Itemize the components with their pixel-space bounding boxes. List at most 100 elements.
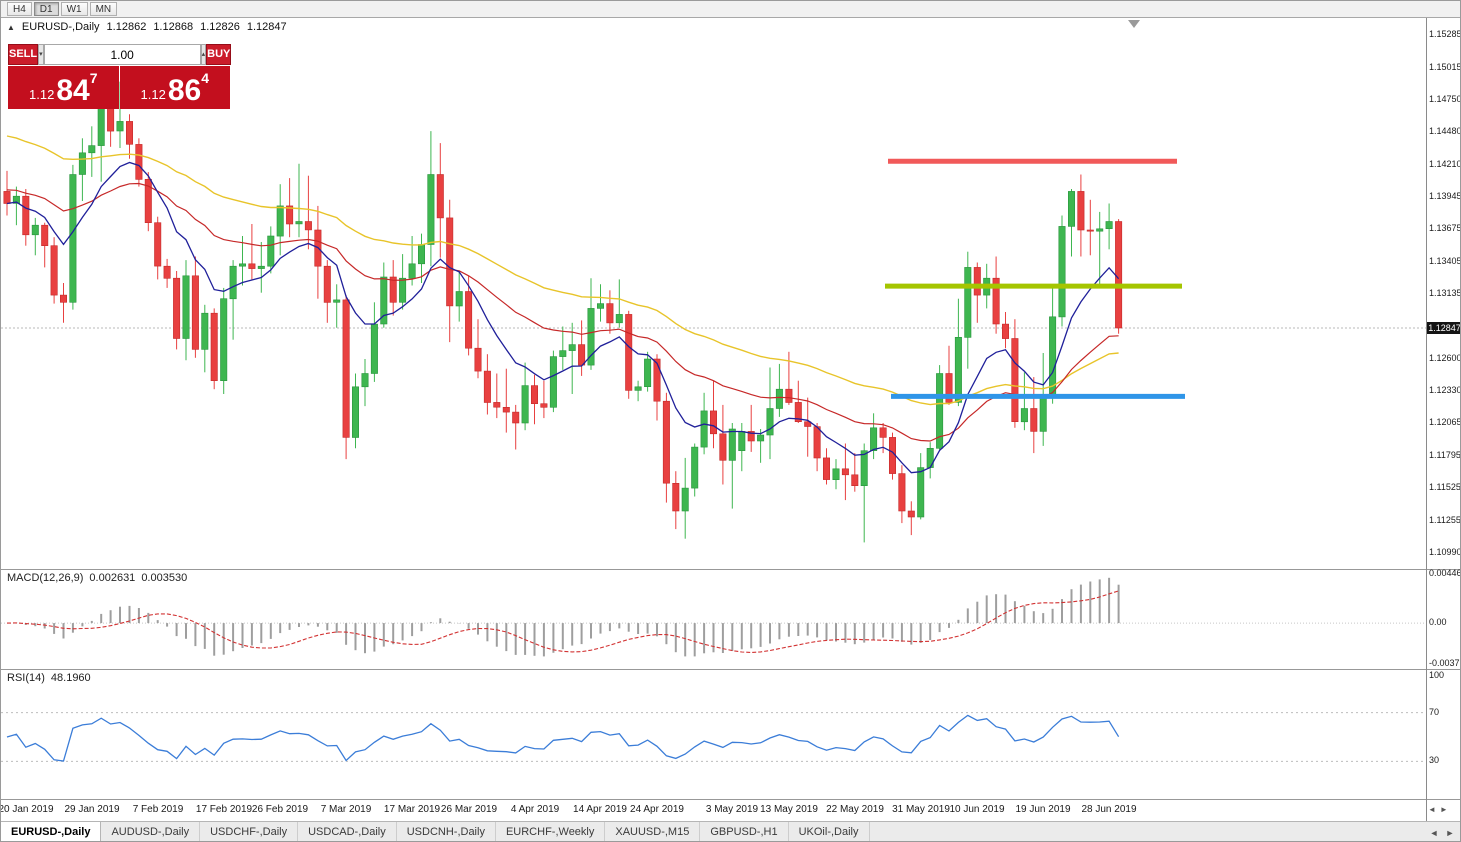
date-axis-label: 7 Feb 2019 xyxy=(132,804,184,815)
candle-body xyxy=(596,303,604,309)
candle-body xyxy=(436,174,444,219)
buy-button[interactable]: BUY xyxy=(206,44,232,65)
volume-input[interactable] xyxy=(43,44,201,65)
candle-body xyxy=(851,474,859,486)
candle-body xyxy=(907,510,915,518)
one-click-trading-panel: SELL ▾ ▴ BUY 1.12 84 7 1.12 86 4 xyxy=(8,44,232,109)
ma-medium-line xyxy=(6,182,1119,442)
candle-body xyxy=(1105,221,1113,229)
candle-body xyxy=(738,431,746,451)
candle-body xyxy=(1115,221,1123,329)
candle-body xyxy=(521,385,529,424)
macd-name: MACD(12,26,9) xyxy=(7,572,84,584)
candle-body xyxy=(1058,226,1066,318)
candle-body xyxy=(191,275,199,350)
price-axis-label: 1.11795 xyxy=(1429,450,1461,460)
sell-price-display[interactable]: 1.12 84 7 xyxy=(8,66,119,109)
price-axis-label: 1.13945 xyxy=(1429,191,1461,201)
macd-signal-line xyxy=(6,590,1119,654)
candle-body xyxy=(568,344,576,351)
tab-scroll-right-icon[interactable]: ► xyxy=(1445,827,1455,838)
candle-body xyxy=(239,263,247,267)
scroll-left-icon[interactable]: ◄ xyxy=(1428,805,1436,814)
date-axis[interactable]: 20 Jan 2019 29 Jan 2019 7 Feb 2019 17 Feb 2… xyxy=(1,799,1460,821)
candle-body xyxy=(549,356,557,408)
candle-body xyxy=(775,388,783,409)
timeframe-button-d1[interactable]: D1 xyxy=(33,2,59,16)
candle-body xyxy=(785,388,793,403)
candle-body xyxy=(408,263,416,279)
candle-body xyxy=(964,267,972,338)
chart-tab-usdcad-daily[interactable]: USDCAD-,Daily xyxy=(298,822,397,841)
price-axis-label: 1.11525 xyxy=(1429,482,1461,492)
date-axis-label: 7 Mar 2019 xyxy=(320,804,372,815)
current-price-badge: 1.12847 xyxy=(1427,322,1461,334)
candle-body xyxy=(304,221,312,231)
candle-body xyxy=(286,205,294,225)
rsi-axis-label: 70 xyxy=(1429,707,1440,717)
chart-tab-usdcnh-daily[interactable]: USDCNH-,Daily xyxy=(396,822,496,841)
candle-body xyxy=(3,191,11,204)
price-chart-panel[interactable]: ▲ EURUSD-,Daily 1.12862 1.12868 1.12826 … xyxy=(1,18,1460,569)
chart-tab-eurchf-weekly[interactable]: EURCHF-,Weekly xyxy=(495,822,606,841)
candle-body xyxy=(210,312,218,382)
candle-body xyxy=(295,221,303,225)
volume-decrease-button[interactable]: ▾ xyxy=(38,44,44,65)
candle-body xyxy=(898,473,906,512)
volume-increase-button[interactable]: ▴ xyxy=(200,44,207,65)
candle-body xyxy=(173,277,181,339)
candle-body xyxy=(465,291,473,349)
tabs-holder: EURUSD-,Daily AUDUSD-,Daily USDCHF-,Daily U… xyxy=(1,822,870,841)
price-axis: 1.15285 1.15015 1.14750 1.14480 1.14210 1.139… xyxy=(1427,18,1461,821)
candle-body xyxy=(163,265,171,279)
candle-body xyxy=(917,467,925,518)
candle-body xyxy=(1086,229,1094,232)
candle-body xyxy=(69,174,77,303)
macd-indicator-panel[interactable]: MACD(12,26,9) 0.002631 0.003530 xyxy=(1,569,1460,669)
rsi-indicator-panel[interactable]: RSI(14) 48.1960 xyxy=(1,669,1460,799)
candle-body xyxy=(50,245,58,296)
candle-body xyxy=(747,431,755,442)
macd-value: 0.002631 xyxy=(89,572,136,584)
timeframe-button-w1[interactable]: W1 xyxy=(60,2,88,16)
candle-body xyxy=(653,358,661,402)
price-axis-label: 1.12600 xyxy=(1429,353,1461,363)
candle-body xyxy=(1011,338,1019,422)
date-axis-label: 19 Jun 2019 xyxy=(1015,804,1071,815)
chart-ohlc-header: ▲ EURUSD-,Daily 1.12862 1.12868 1.12826 … xyxy=(7,21,287,33)
chart-tab-xauusd-m15[interactable]: XAUUSD-,M15 xyxy=(605,822,701,841)
date-axis-label: 14 Apr 2019 xyxy=(573,804,627,815)
axis-divider xyxy=(1426,18,1427,821)
candle-body xyxy=(615,314,623,324)
candle-body xyxy=(323,265,331,303)
candle-body xyxy=(97,106,105,146)
sell-button[interactable]: SELL xyxy=(8,44,39,65)
chart-tab-ukoil-daily[interactable]: UKOil-,Daily xyxy=(788,822,870,841)
chart-shift-marker-icon[interactable] xyxy=(1128,20,1140,28)
chart-tab-eurusd-daily[interactable]: EURUSD-,Daily xyxy=(1,822,102,841)
candle-body xyxy=(1001,323,1009,339)
candle-body xyxy=(992,277,1000,325)
candle-body xyxy=(870,427,878,451)
price-axis-label: 1.13405 xyxy=(1429,256,1461,266)
horizontal-scrollbar: ◄ ► xyxy=(1428,805,1448,814)
candlestick-chart[interactable] xyxy=(1,18,1426,569)
sell-price-prefix: 1.12 xyxy=(29,87,55,102)
scroll-right-icon[interactable]: ► xyxy=(1439,805,1448,814)
price-axis-label: 1.12330 xyxy=(1429,385,1461,395)
candle-body xyxy=(662,400,670,484)
chart-tab-usdchf-daily[interactable]: USDCHF-,Daily xyxy=(200,822,299,841)
chart-symbol-label: EURUSD-,Daily xyxy=(21,21,100,33)
chart-tab-audusd-daily[interactable]: AUDUSD-,Daily xyxy=(101,822,201,841)
tab-scroll-left-icon[interactable]: ◄ xyxy=(1429,827,1439,838)
chart-tab-gbpusd-h1[interactable]: GBPUSD-,H1 xyxy=(700,822,789,841)
candle-body xyxy=(813,426,821,459)
candle-body xyxy=(681,487,689,512)
collapse-icon[interactable]: ▲ xyxy=(7,22,15,32)
buy-price-display[interactable]: 1.12 86 4 xyxy=(119,66,230,109)
candle-body xyxy=(794,402,802,422)
timeframe-button-mn[interactable]: MN xyxy=(89,2,118,16)
date-axis-label: 28 Jun 2019 xyxy=(1081,804,1137,815)
candle-body xyxy=(936,373,944,449)
timeframe-button-h4[interactable]: H4 xyxy=(7,2,32,16)
